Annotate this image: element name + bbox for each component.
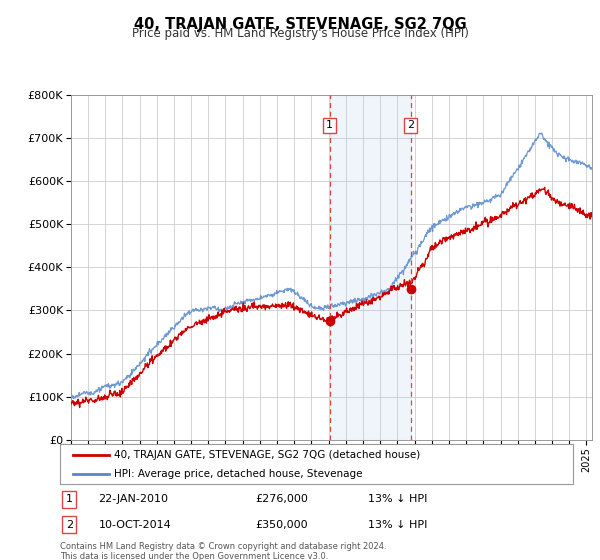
Text: 1: 1 xyxy=(326,120,333,130)
Text: 13% ↓ HPI: 13% ↓ HPI xyxy=(368,520,427,530)
Text: 10-OCT-2014: 10-OCT-2014 xyxy=(98,520,171,530)
Text: 2: 2 xyxy=(407,120,415,130)
Text: 1: 1 xyxy=(66,494,73,505)
Text: £276,000: £276,000 xyxy=(255,494,308,505)
Text: 40, TRAJAN GATE, STEVENAGE, SG2 7QG (detached house): 40, TRAJAN GATE, STEVENAGE, SG2 7QG (det… xyxy=(114,450,420,460)
Text: 22-JAN-2010: 22-JAN-2010 xyxy=(98,494,169,505)
Bar xyxy=(329,95,411,440)
Text: £350,000: £350,000 xyxy=(255,520,308,530)
Text: 2: 2 xyxy=(65,520,73,530)
Text: Price paid vs. HM Land Registry's House Price Index (HPI): Price paid vs. HM Land Registry's House … xyxy=(131,27,469,40)
Text: Contains HM Land Registry data © Crown copyright and database right 2024.
This d: Contains HM Land Registry data © Crown c… xyxy=(60,542,386,560)
Text: 13% ↓ HPI: 13% ↓ HPI xyxy=(368,494,427,505)
Text: 40, TRAJAN GATE, STEVENAGE, SG2 7QG: 40, TRAJAN GATE, STEVENAGE, SG2 7QG xyxy=(134,17,466,32)
Text: HPI: Average price, detached house, Stevenage: HPI: Average price, detached house, Stev… xyxy=(114,469,362,478)
